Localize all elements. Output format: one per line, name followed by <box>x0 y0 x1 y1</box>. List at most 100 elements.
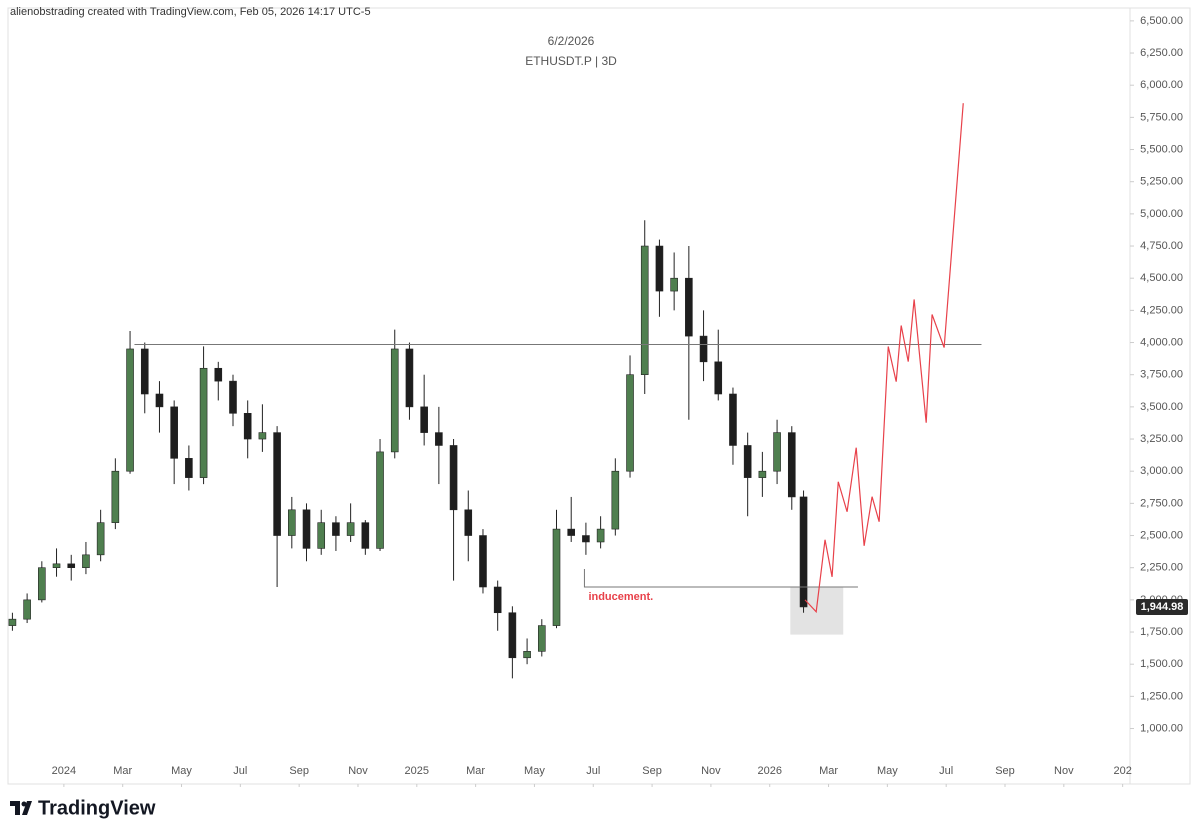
x-tick-label: Jul <box>939 765 953 777</box>
y-tick-label: 5,750.00 <box>1140 111 1183 123</box>
candle-body <box>655 245 664 292</box>
candle-body <box>376 451 384 549</box>
candle-body <box>199 367 208 478</box>
x-tick-label: May <box>877 765 898 777</box>
y-tick-label: 1,000.00 <box>1140 722 1183 734</box>
projection-line <box>804 103 964 614</box>
chart-subtitle: ETHUSDT.P | 3D <box>525 54 617 68</box>
x-tick-label: 2024 <box>52 765 76 777</box>
y-tick-label: 6,000.00 <box>1140 79 1183 91</box>
inducement-line <box>583 568 858 588</box>
x-tick-label: May <box>524 765 545 777</box>
x-tick-label: 2025 <box>405 765 429 777</box>
x-tick-label: Nov <box>348 765 368 777</box>
y-tick-label: 3,000.00 <box>1140 465 1183 477</box>
candle-body <box>214 367 223 382</box>
candle-body <box>420 406 428 433</box>
y-tick-label: 4,000.00 <box>1140 336 1183 348</box>
x-tick-label: 2026 <box>757 765 781 777</box>
candle-body <box>773 432 781 472</box>
candle-body <box>361 522 370 549</box>
x-tick-label: May <box>171 765 192 777</box>
candle-body <box>552 528 561 626</box>
x-tick-label: Sep <box>995 765 1015 777</box>
candle-body <box>799 496 808 608</box>
y-tick-label: 3,750.00 <box>1140 369 1183 381</box>
candle-body <box>479 535 487 588</box>
candle-body <box>140 348 149 395</box>
candle-body <box>435 432 443 446</box>
last-price-badge <box>1136 598 1188 615</box>
x-tick-label: Sep <box>289 765 309 777</box>
y-tick-label: 2,250.00 <box>1140 562 1183 574</box>
y-tick-label: 5,000.00 <box>1140 208 1183 220</box>
x-tick-label: 202 <box>1113 765 1131 777</box>
candle-body <box>743 445 752 478</box>
candle-body <box>714 361 723 395</box>
candle-body <box>685 277 693 337</box>
y-tick-label: 4,750.00 <box>1140 240 1183 252</box>
header: alienobstrading created with TradingView… <box>10 6 371 18</box>
candle-body <box>346 522 355 536</box>
candle-body <box>38 567 46 601</box>
y-tick-label: 3,500.00 <box>1140 401 1183 413</box>
candle-body <box>626 374 634 472</box>
last-price-label: 1,944.98 <box>1141 601 1184 613</box>
y-tick-label: 2,750.00 <box>1140 497 1183 509</box>
candle-body <box>611 470 620 530</box>
candle-body <box>537 625 546 652</box>
logo-icon <box>10 801 32 815</box>
logo-text: TradingView <box>38 797 156 819</box>
x-tick-label: Mar <box>113 765 132 777</box>
candle-body <box>567 528 576 536</box>
candle-body <box>493 586 502 614</box>
candle-body <box>523 651 531 659</box>
y-tick-label: 1,750.00 <box>1140 626 1183 638</box>
inducement-label: inducement. <box>588 591 653 603</box>
frame <box>7 7 1191 785</box>
candle-body <box>258 432 267 440</box>
candle-body <box>699 335 708 363</box>
x-tick-label: Mar <box>466 765 485 777</box>
candle-body <box>23 599 31 620</box>
candle-body <box>288 509 296 536</box>
x-tick-label: Sep <box>642 765 662 777</box>
candle-body <box>464 509 473 536</box>
chart-title: 6/2/2026 <box>548 34 595 48</box>
candle-body <box>302 509 311 549</box>
candle-body <box>111 470 120 523</box>
candle-body <box>640 245 649 376</box>
y-tick-label: 6,250.00 <box>1140 47 1183 59</box>
candle-body <box>787 432 796 498</box>
y-tick-label: 5,500.00 <box>1140 143 1183 155</box>
y-tick-label: 3,250.00 <box>1140 433 1183 445</box>
x-tick-label: Mar <box>819 765 838 777</box>
y-tick-label: 4,500.00 <box>1140 272 1183 284</box>
candle-body <box>758 470 767 478</box>
candle-body <box>390 348 399 453</box>
y-tick-label: 1,250.00 <box>1140 690 1183 702</box>
candle-body <box>670 277 678 292</box>
candle-body <box>729 393 737 446</box>
x-tick-label: Nov <box>701 765 721 777</box>
candle-body <box>229 380 237 414</box>
candle-body <box>8 618 17 626</box>
x-tick-label: Nov <box>1054 765 1074 777</box>
candle-body <box>596 528 605 543</box>
y-tick-label: 1,500.00 <box>1140 658 1183 670</box>
candle-body <box>96 522 105 556</box>
candle-body <box>67 563 76 569</box>
y-tick-label: 2,500.00 <box>1140 529 1183 541</box>
candle-body <box>582 535 590 543</box>
candle-body <box>243 412 252 440</box>
logo-dot <box>21 801 27 807</box>
x-tick-label: Jul <box>586 765 600 777</box>
logo: TradingView <box>10 797 156 819</box>
candle-body <box>82 554 90 568</box>
candle-body <box>405 348 414 408</box>
candle-body <box>273 432 281 536</box>
candle-body <box>332 522 340 536</box>
candle-body <box>170 406 178 459</box>
candle-body <box>155 393 164 408</box>
